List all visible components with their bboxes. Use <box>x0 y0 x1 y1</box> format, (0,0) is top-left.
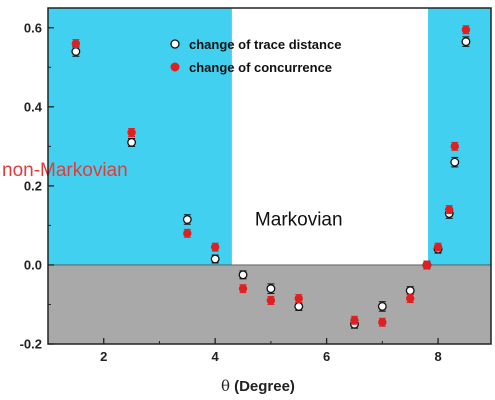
x-axis-unit: (Degree) <box>234 378 295 395</box>
x-axis-symbol: θ <box>221 377 230 395</box>
x-axis-title: θ (Degree) <box>221 377 295 395</box>
point-s1-8 <box>378 317 387 327</box>
shaded-region-1 <box>428 8 491 265</box>
point-s0-1 <box>127 137 137 147</box>
point-s0-0 <box>71 46 81 57</box>
y-tick-label: 0.0 <box>24 257 42 272</box>
marker-open-circle <box>182 215 192 224</box>
marker-filled-circle <box>422 260 432 270</box>
marker-filled-circle <box>266 296 276 305</box>
point-s1-11 <box>433 242 443 252</box>
marker-filled-circle <box>210 242 220 252</box>
point-s1-4 <box>238 284 248 294</box>
y-tick-label: 0.2 <box>24 178 42 193</box>
point-s1-0 <box>71 39 81 49</box>
marker-filled-circle <box>183 229 192 238</box>
plot-frame <box>47 7 492 345</box>
marker-filled-circle <box>445 205 454 214</box>
x-tick-label: 2 <box>100 349 107 364</box>
marker-filled-circle <box>127 128 136 137</box>
marker-open-circle <box>405 286 415 296</box>
point-s1-7 <box>350 315 359 325</box>
point-s0-9 <box>405 286 415 296</box>
marker-open-circle <box>71 47 81 56</box>
point-s0-4 <box>238 270 248 280</box>
x-tick-label: 8 <box>434 349 441 364</box>
x-tick-label: 6 <box>323 349 330 364</box>
point-s0-8 <box>377 301 387 312</box>
marker-open-circle <box>127 137 137 147</box>
legend: change of trace distance change of concu… <box>170 37 341 75</box>
marker-filled-circle <box>71 39 81 48</box>
point-s0-6 <box>294 301 304 311</box>
marker-filled-circle <box>350 316 359 325</box>
marker-filled-circle <box>406 294 415 303</box>
marker-open-circle <box>377 301 387 311</box>
point-s0-3 <box>210 254 220 264</box>
y-tick-label: 0.6 <box>24 20 42 35</box>
point-s1-5 <box>266 296 276 305</box>
marker-filled-circle <box>433 242 443 252</box>
point-s1-12 <box>445 205 454 215</box>
marker-filled-circle <box>238 284 248 293</box>
marker-open-circle <box>238 270 248 280</box>
point-s1-3 <box>210 242 220 252</box>
marker-open-circle <box>266 284 276 294</box>
legend-marker-concurrence <box>170 62 180 72</box>
marker-open-circle <box>450 157 460 167</box>
annotation-1: Markovian <box>255 209 343 230</box>
point-s0-2 <box>182 214 192 225</box>
point-s1-6 <box>294 294 303 303</box>
point-s1-2 <box>183 228 192 238</box>
y-tick-label: -0.2 <box>20 337 42 352</box>
marker-filled-circle <box>378 318 387 327</box>
marker-filled-circle <box>450 142 459 151</box>
legend-label-trace-distance: change of trace distance <box>189 37 341 52</box>
y-tick-label: 0.4 <box>24 99 43 114</box>
data-points <box>71 25 471 329</box>
annotation-0: non-Markovian <box>2 160 128 181</box>
point-s1-1 <box>127 128 136 137</box>
marker-open-circle <box>461 37 471 47</box>
legend-label-concurrence: change of concurrence <box>189 60 332 75</box>
region-annotations: non-Markovian Markovian <box>2 160 343 230</box>
point-s0-14 <box>461 36 471 47</box>
point-s1-9 <box>406 294 415 303</box>
point-s1-14 <box>461 25 471 35</box>
marker-open-circle <box>294 301 304 311</box>
marker-filled-circle <box>461 25 471 34</box>
axis-ticks: 2 4 6 8 -0.2 0.0 0.2 0.4 0.6 <box>20 20 442 364</box>
marker-filled-circle <box>294 294 303 303</box>
x-tick-label: 4 <box>212 349 220 364</box>
point-s1-10 <box>422 260 432 270</box>
point-s0-5 <box>266 283 276 294</box>
marker-open-circle <box>210 254 220 264</box>
legend-marker-trace-distance <box>170 39 180 49</box>
point-s0-13 <box>450 156 460 168</box>
shaded-regions <box>48 8 491 344</box>
point-s1-13 <box>450 141 459 151</box>
